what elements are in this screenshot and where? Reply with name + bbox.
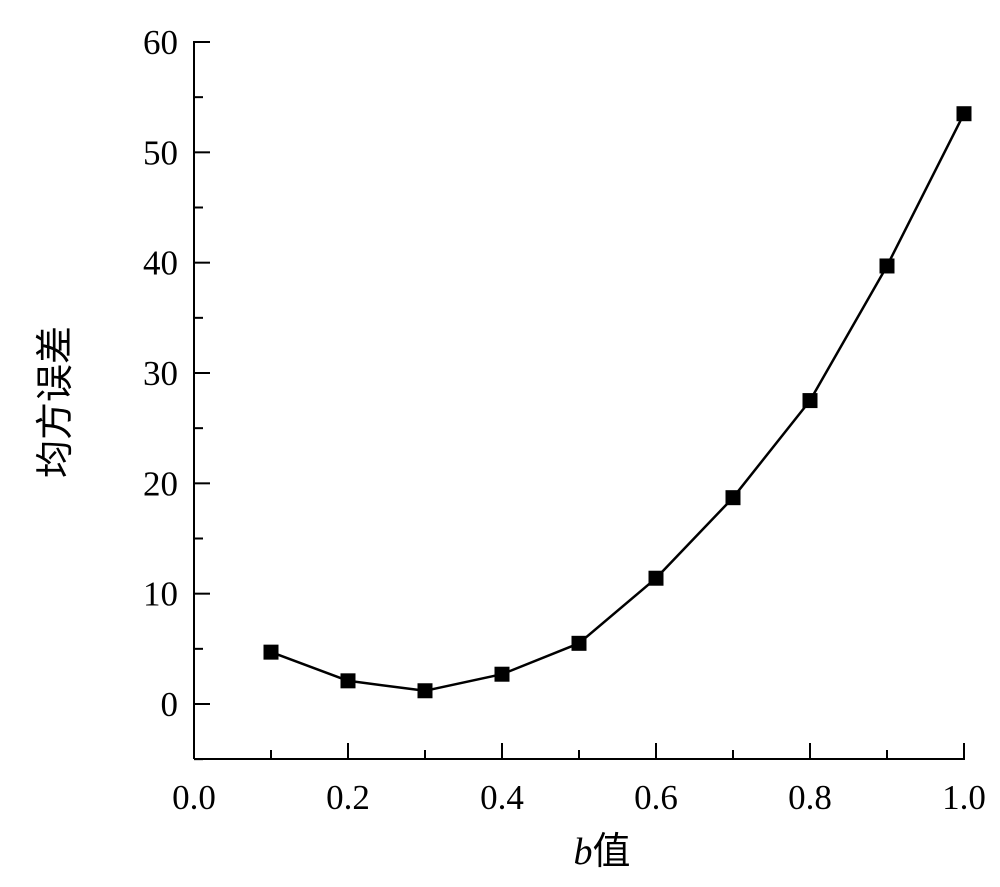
y-tick-label: 30 — [143, 354, 178, 393]
y-tick-label: 50 — [143, 133, 178, 172]
y-tick-label: 0 — [161, 685, 179, 724]
data-point-marker — [802, 393, 818, 409]
axes — [193, 41, 965, 760]
x-axis-title: b值 — [573, 831, 630, 873]
x-tick-label: 0.6 — [634, 778, 678, 817]
data-point-marker — [340, 673, 356, 689]
data-point-marker — [571, 635, 587, 651]
series-line — [270, 113, 966, 693]
data-point-marker — [648, 570, 664, 586]
y-tick-label: 20 — [143, 464, 178, 503]
y-tick-label: 60 — [143, 23, 178, 62]
data-point-marker — [725, 490, 741, 506]
data-point-marker — [263, 644, 279, 660]
axis-labels: 均方误差 b值 — [35, 326, 631, 873]
x-tick-label: 0.0 — [172, 778, 216, 817]
data-point-marker — [879, 258, 895, 274]
x-tick-label: 0.4 — [480, 778, 524, 817]
x-axis-title-rest: 值 — [592, 831, 630, 873]
data-point-marker — [417, 683, 433, 699]
y-tick-label: 40 — [143, 244, 178, 283]
x-axis-title-italic: b — [573, 831, 592, 873]
data-point-marker — [494, 666, 510, 682]
x-tick-label: 0.8 — [788, 778, 832, 817]
data-series — [263, 106, 972, 699]
x-tick-label: 1.0 — [942, 778, 986, 817]
data-point-marker — [956, 106, 972, 122]
y-tick-label: 10 — [143, 575, 178, 614]
y-axis-title: 均方误差 — [35, 326, 77, 478]
x-tick-label: 0.2 — [326, 778, 370, 817]
axis-ticks: 0 10 20 30 40 50 60 0.0 0.2 0.4 0.6 0.8 1.0 — [143, 23, 986, 817]
